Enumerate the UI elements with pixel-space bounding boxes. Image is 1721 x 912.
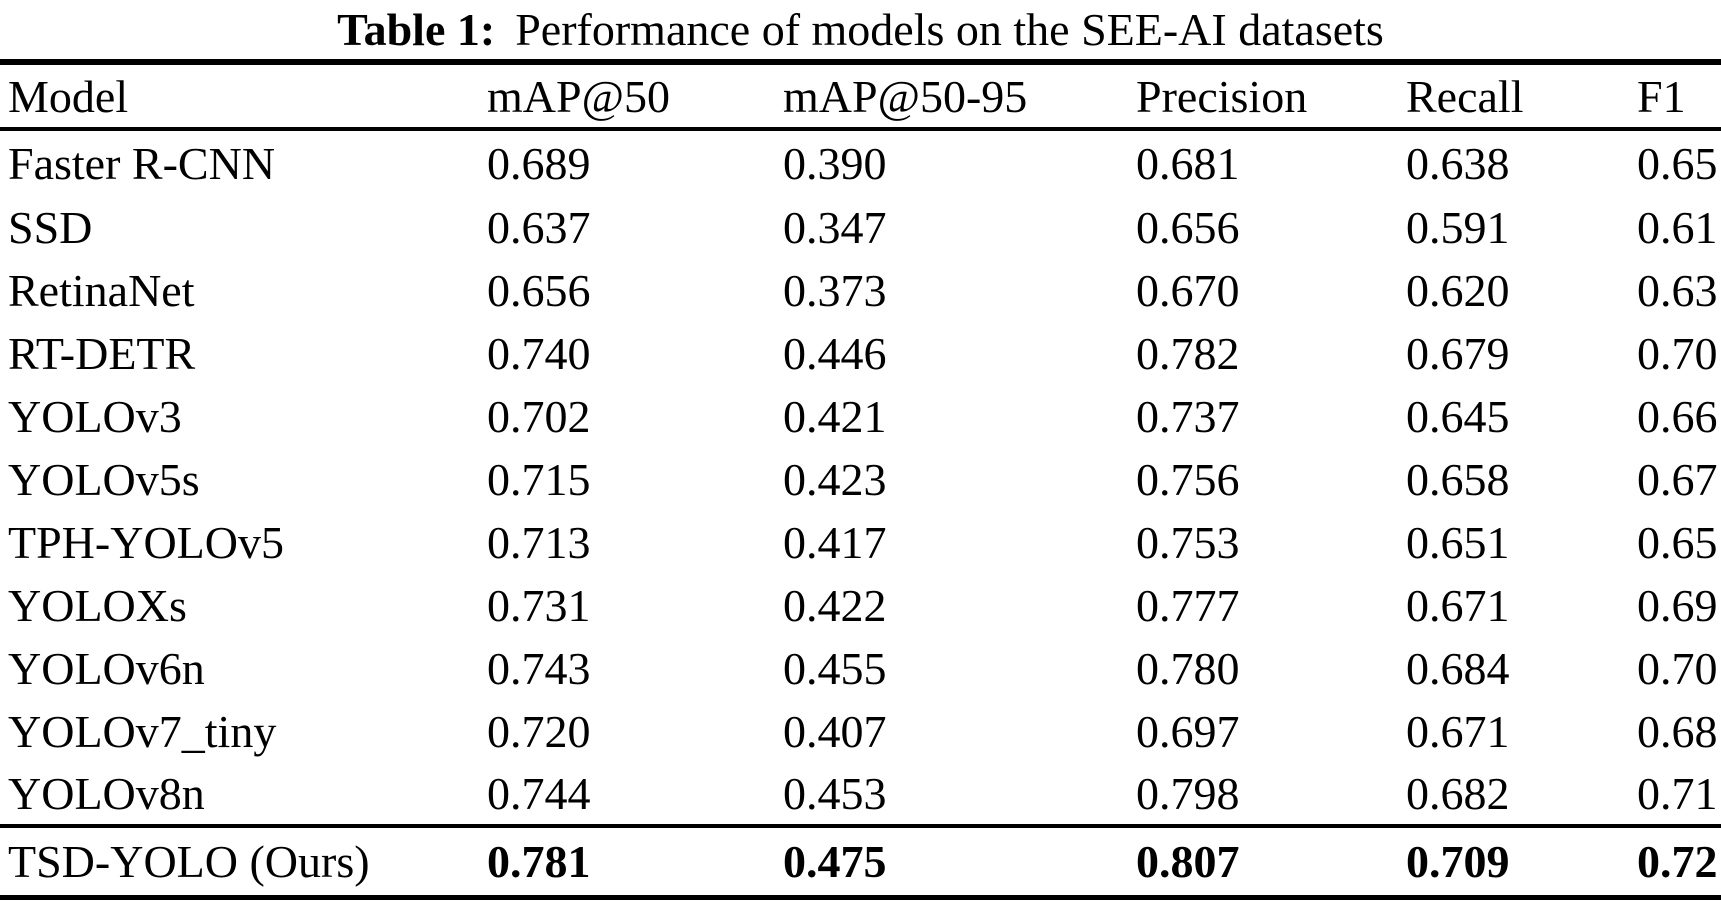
metric-value-cell: 0.737 bbox=[1136, 391, 1240, 442]
metric-value-cell: 0.70 bbox=[1637, 643, 1718, 694]
metric-value-cell: 0.373 bbox=[783, 265, 887, 316]
table-body: Faster R-CNN 0.689 0.390 0.681 0.638 0.65 SSD 0… bbox=[0, 129, 1721, 897]
metric-value-cell: 0.620 bbox=[1406, 265, 1510, 316]
metric-value-cell: 0.682 bbox=[1406, 768, 1510, 819]
metric-value-cell: 0.453 bbox=[783, 768, 887, 819]
column-header: Model bbox=[8, 70, 129, 122]
metric-value-cell: 0.417 bbox=[783, 517, 887, 568]
metric-value-cell: 0.656 bbox=[1136, 202, 1240, 253]
metric-value-cell: 0.671 bbox=[1406, 580, 1510, 631]
column-header: mAP@50-95 bbox=[783, 70, 1028, 122]
model-name-cell: RetinaNet bbox=[8, 265, 195, 316]
table-row: YOLOv5s 0.715 0.423 0.756 0.658 0.67 bbox=[0, 448, 1721, 511]
metric-value-cell: 0.689 bbox=[487, 138, 591, 189]
table-caption: Table 1: Performance of models on the SEE… bbox=[0, 0, 1721, 59]
table-row: YOLOv8n 0.744 0.453 0.798 0.682 0.71 bbox=[0, 763, 1721, 826]
metric-value-cell: 0.756 bbox=[1136, 454, 1240, 505]
column-header: Precision bbox=[1136, 70, 1308, 122]
metric-value-cell: 0.645 bbox=[1406, 391, 1510, 442]
table-row: YOLOXs 0.731 0.422 0.777 0.671 0.69 bbox=[0, 574, 1721, 637]
metric-value-cell: 0.744 bbox=[487, 768, 591, 819]
model-name-cell: SSD bbox=[8, 202, 93, 253]
metric-value-cell: 0.71 bbox=[1637, 768, 1718, 819]
column-header: mAP@50 bbox=[487, 70, 670, 122]
model-name-cell: TSD-YOLO (Ours) bbox=[8, 835, 370, 887]
model-name-cell: YOLOXs bbox=[8, 580, 187, 631]
table-row: YOLOv7_tiny 0.720 0.407 0.697 0.671 0.68 bbox=[0, 700, 1721, 763]
column-header: F1 bbox=[1637, 70, 1686, 122]
metric-value-cell: 0.715 bbox=[487, 454, 591, 505]
table-row: RT-DETR 0.740 0.446 0.782 0.679 0.70 bbox=[0, 322, 1721, 385]
results-table: Model mAP@50 mAP@50-95 Precision Recall F1 Fa… bbox=[0, 59, 1721, 900]
table-row: TPH-YOLOv5 0.713 0.417 0.753 0.651 0.65 bbox=[0, 511, 1721, 574]
metric-value-cell: 0.656 bbox=[487, 265, 591, 316]
metric-value-cell: 0.753 bbox=[1136, 517, 1240, 568]
metric-value-cell: 0.638 bbox=[1406, 138, 1510, 189]
metric-value-cell: 0.65 bbox=[1637, 517, 1718, 568]
metric-value-cell: 0.61 bbox=[1637, 202, 1718, 253]
metric-value-cell: 0.455 bbox=[783, 643, 887, 694]
model-name-cell: YOLOv5s bbox=[8, 454, 200, 505]
column-header: Recall bbox=[1406, 70, 1524, 122]
metric-value-cell: 0.731 bbox=[487, 580, 591, 631]
metric-value-cell: 0.709 bbox=[1406, 835, 1510, 887]
metric-value-cell: 0.781 bbox=[487, 835, 591, 887]
metric-value-cell: 0.782 bbox=[1136, 328, 1240, 379]
model-name-cell: YOLOv7_tiny bbox=[8, 706, 277, 757]
metric-value-cell: 0.681 bbox=[1136, 138, 1240, 189]
metric-value-cell: 0.777 bbox=[1136, 580, 1240, 631]
metric-value-cell: 0.421 bbox=[783, 391, 887, 442]
table-row: Faster R-CNN 0.689 0.390 0.681 0.638 0.65 bbox=[0, 129, 1721, 196]
final-row: TSD-YOLO (Ours) 0.781 0.475 0.807 0.709 0.72 bbox=[0, 826, 1721, 897]
model-name-cell: Faster R-CNN bbox=[8, 138, 276, 189]
metric-value-cell: 0.658 bbox=[1406, 454, 1510, 505]
metric-value-cell: 0.422 bbox=[783, 580, 887, 631]
metric-value-cell: 0.69 bbox=[1637, 580, 1718, 631]
metric-value-cell: 0.798 bbox=[1136, 768, 1240, 819]
table-caption-label: Table 1: bbox=[337, 4, 496, 55]
metric-value-cell: 0.720 bbox=[487, 706, 591, 757]
metric-value-cell: 0.671 bbox=[1406, 706, 1510, 757]
table-row: YOLOv6n 0.743 0.455 0.780 0.684 0.70 bbox=[0, 637, 1721, 700]
table-row: YOLOv3 0.702 0.421 0.737 0.645 0.66 bbox=[0, 385, 1721, 448]
model-name-cell: YOLOv8n bbox=[8, 768, 205, 819]
metric-value-cell: 0.670 bbox=[1136, 265, 1240, 316]
metric-value-cell: 0.347 bbox=[783, 202, 887, 253]
metric-value-cell: 0.446 bbox=[783, 328, 887, 379]
metric-value-cell: 0.684 bbox=[1406, 643, 1510, 694]
metric-value-cell: 0.740 bbox=[487, 328, 591, 379]
metric-value-cell: 0.591 bbox=[1406, 202, 1510, 253]
metric-value-cell: 0.66 bbox=[1637, 391, 1718, 442]
table-caption-text: Performance of models on the SEE-AI data… bbox=[515, 4, 1384, 55]
model-name-cell: YOLOv6n bbox=[8, 643, 205, 694]
metric-value-cell: 0.70 bbox=[1637, 328, 1718, 379]
metric-value-cell: 0.713 bbox=[487, 517, 591, 568]
metric-value-cell: 0.743 bbox=[487, 643, 591, 694]
metric-value-cell: 0.68 bbox=[1637, 706, 1718, 757]
metric-value-cell: 0.807 bbox=[1136, 835, 1240, 887]
header-row: Model mAP@50 mAP@50-95 Precision Recall F1 bbox=[0, 62, 1721, 129]
metric-value-cell: 0.72 bbox=[1637, 835, 1718, 887]
table-row: SSD 0.637 0.347 0.656 0.591 0.61 bbox=[0, 196, 1721, 259]
metric-value-cell: 0.390 bbox=[783, 138, 887, 189]
metric-value-cell: 0.63 bbox=[1637, 265, 1718, 316]
metric-value-cell: 0.697 bbox=[1136, 706, 1240, 757]
metric-value-cell: 0.423 bbox=[783, 454, 887, 505]
metric-value-cell: 0.679 bbox=[1406, 328, 1510, 379]
metric-value-cell: 0.407 bbox=[783, 706, 887, 757]
metric-value-cell: 0.637 bbox=[487, 202, 591, 253]
model-name-cell: RT-DETR bbox=[8, 328, 196, 379]
table-row: RetinaNet 0.656 0.373 0.670 0.620 0.63 bbox=[0, 259, 1721, 322]
metric-value-cell: 0.651 bbox=[1406, 517, 1510, 568]
model-name-cell: TPH-YOLOv5 bbox=[8, 517, 284, 568]
metric-value-cell: 0.780 bbox=[1136, 643, 1240, 694]
metric-value-cell: 0.702 bbox=[487, 391, 591, 442]
metric-value-cell: 0.475 bbox=[783, 835, 887, 887]
model-name-cell: YOLOv3 bbox=[8, 391, 182, 442]
metric-value-cell: 0.67 bbox=[1637, 454, 1718, 505]
metric-value-cell: 0.65 bbox=[1637, 138, 1718, 189]
